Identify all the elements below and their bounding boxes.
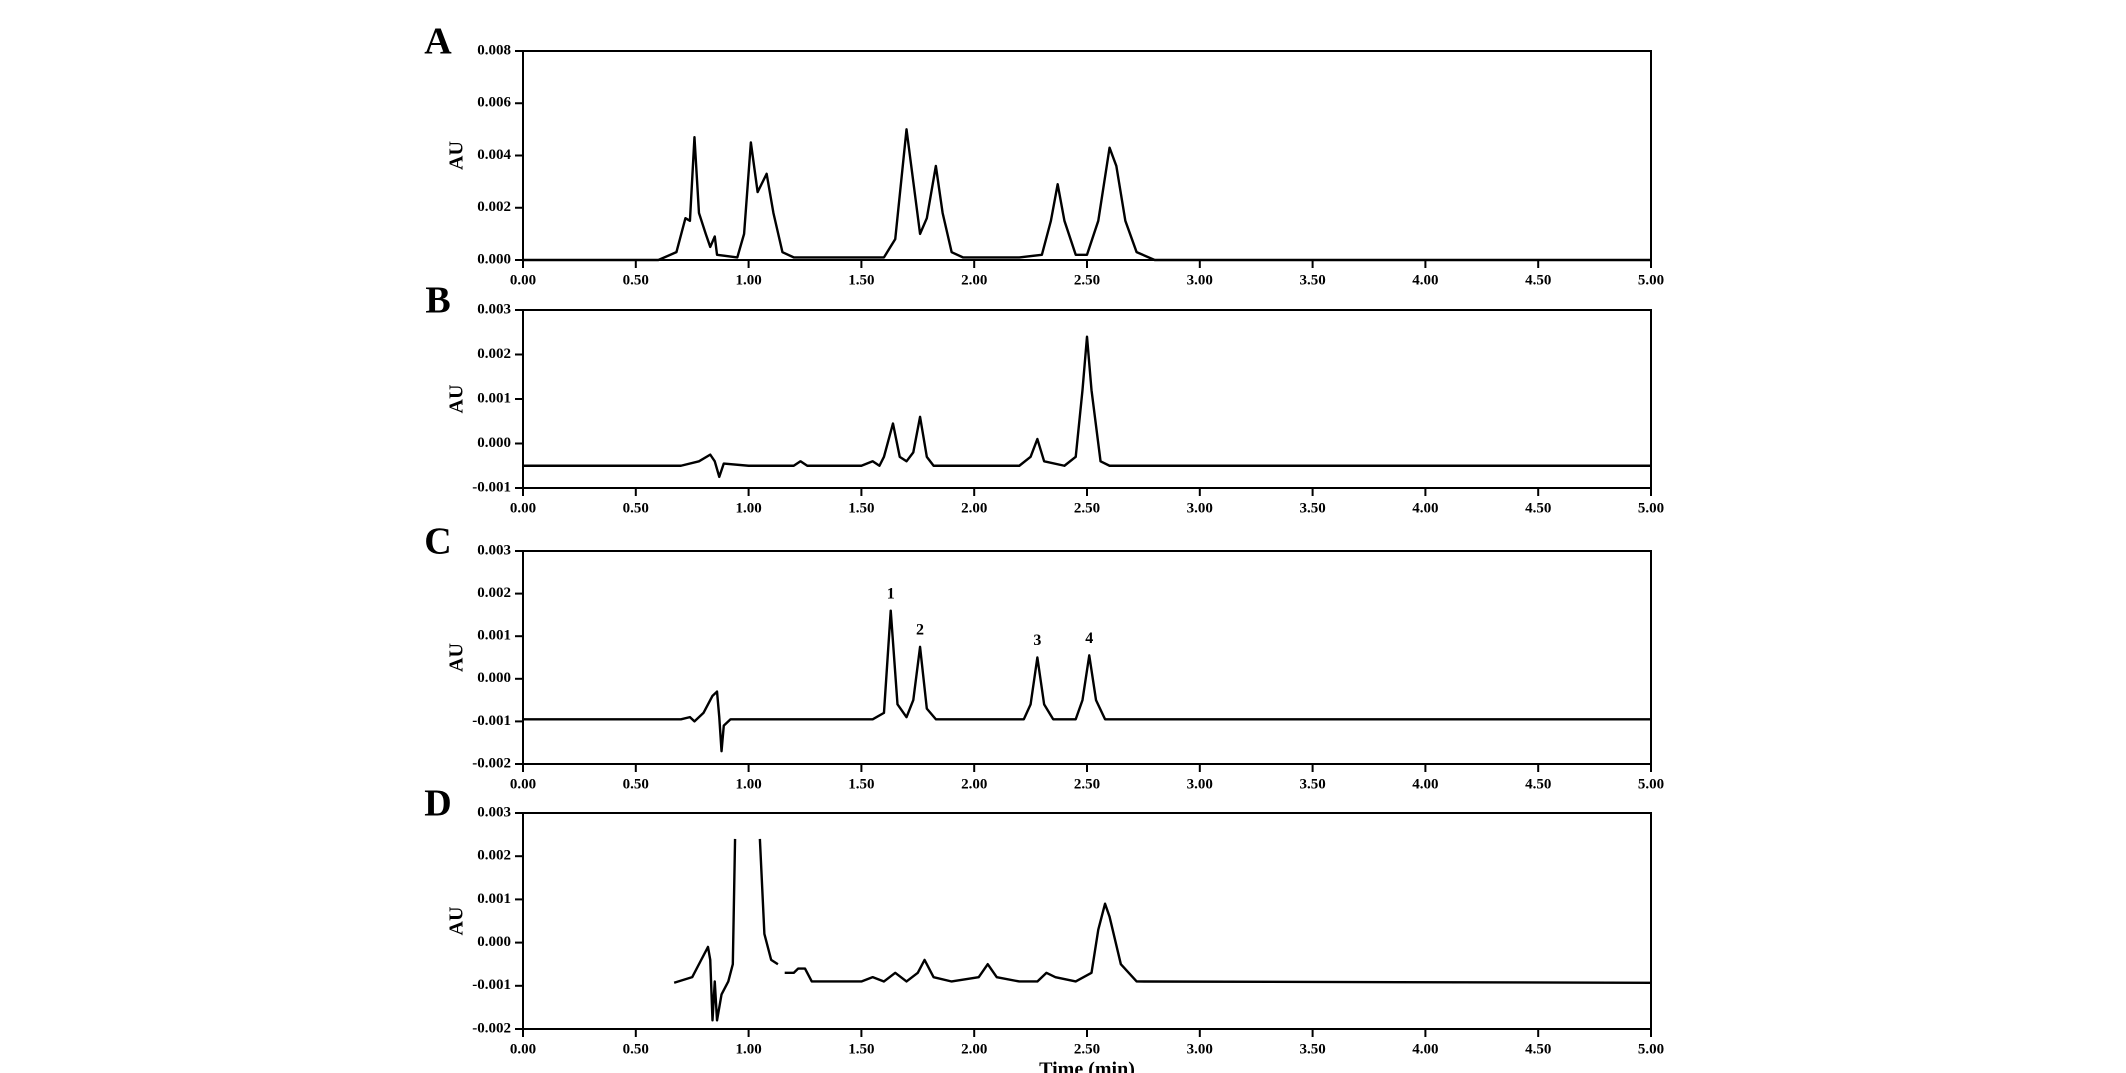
x-tick-label: 0.00 xyxy=(510,500,536,516)
x-tick-label: 0.50 xyxy=(623,500,649,516)
x-tick-label: 2.00 xyxy=(961,776,987,792)
x-tick-label: 2.00 xyxy=(961,272,987,288)
y-tick-label: 0.002 xyxy=(477,346,511,362)
x-tick-label: 1.50 xyxy=(848,500,874,516)
panel: 0.00 0.50 1.00 1.50 2.00 2.50 3.00 3.50 4.00 4.50… xyxy=(425,280,1664,517)
x-tick-label: 2.50 xyxy=(1074,272,1100,288)
y-axis-label: AU xyxy=(446,643,468,672)
y-tick-label: 0.001 xyxy=(477,891,511,907)
x-tick-label: 1.50 xyxy=(848,1041,874,1057)
y-tick-label: -0.001 xyxy=(472,977,511,993)
panel: 0.00 0.50 1.00 1.50 2.00 2.50 3.00 3.50 4.00 4.50… xyxy=(424,21,1664,289)
x-tick-label: 0.00 xyxy=(510,776,536,792)
panel-label: D xyxy=(424,783,451,825)
x-tick-label: 5.00 xyxy=(1638,1041,1664,1057)
y-tick-label: 0.000 xyxy=(477,251,511,267)
plot-frame xyxy=(522,812,1652,1030)
x-tick-label: 3.00 xyxy=(1187,500,1213,516)
x-tick-label: 3.00 xyxy=(1187,1041,1213,1057)
trace xyxy=(523,128,1651,262)
x-tick-label: 1.00 xyxy=(735,776,761,792)
y-tick-label: 0.006 xyxy=(477,95,511,111)
x-axis-label: Time (min) xyxy=(1039,1059,1135,1073)
x-tick-label: 0.50 xyxy=(623,272,649,288)
x-tick-label: 4.00 xyxy=(1412,776,1438,792)
plot-frame xyxy=(522,550,1652,765)
y-axis-label: AU xyxy=(446,907,468,936)
panel-label: A xyxy=(424,21,452,63)
peak-label: 2 xyxy=(916,622,924,639)
panel: 0.00 0.50 1.00 1.50 2.00 2.50 3.00 3.50 4.00 4.50… xyxy=(424,521,1664,793)
trace xyxy=(523,609,1651,753)
y-tick-label: 0.003 xyxy=(477,804,511,820)
y-tick-label: 0.001 xyxy=(477,628,511,644)
trace xyxy=(523,335,1651,479)
peak-label: 1 xyxy=(887,585,895,602)
trace xyxy=(673,838,1652,1022)
x-tick-label: 3.00 xyxy=(1187,776,1213,792)
y-tick-label: 0.000 xyxy=(477,435,511,451)
y-tick-label: 0.002 xyxy=(477,199,511,215)
y-tick-label: 0.003 xyxy=(477,542,511,558)
x-tick-label: 5.00 xyxy=(1638,500,1664,516)
x-tick-label: 3.50 xyxy=(1299,1041,1325,1057)
y-tick-label: 0.002 xyxy=(477,585,511,601)
x-tick-label: 3.50 xyxy=(1299,500,1325,516)
x-tick-label: 3.50 xyxy=(1299,272,1325,288)
x-tick-label: 3.00 xyxy=(1187,272,1213,288)
y-tick-label: 0.000 xyxy=(477,670,511,686)
panel-label: C xyxy=(424,521,451,563)
x-tick-label: 2.00 xyxy=(961,500,987,516)
x-tick-label: 4.50 xyxy=(1525,1041,1551,1057)
peak-label: 4 xyxy=(1085,630,1093,647)
y-tick-label: -0.002 xyxy=(472,755,511,771)
x-tick-label: 0.00 xyxy=(510,1041,536,1057)
x-tick-label: 4.00 xyxy=(1412,500,1438,516)
x-tick-label: 4.00 xyxy=(1412,272,1438,288)
y-tick-label: 0.003 xyxy=(477,301,511,317)
y-tick-label: -0.001 xyxy=(472,713,511,729)
x-tick-label: 5.00 xyxy=(1638,272,1664,288)
plot-frame xyxy=(522,50,1652,261)
x-tick-label: 1.50 xyxy=(848,272,874,288)
panel: 0.00 0.50 1.00 1.50 2.00 2.50 3.00 3.50 4.00 4.50… xyxy=(424,783,1664,1073)
y-tick-label: 0.008 xyxy=(477,42,511,58)
y-tick-label: -0.002 xyxy=(472,1020,511,1036)
x-tick-label: 0.00 xyxy=(510,272,536,288)
y-tick-label: 0.000 xyxy=(477,934,511,950)
x-tick-label: 0.50 xyxy=(623,776,649,792)
panel-label: B xyxy=(425,280,450,322)
y-axis-label: AU xyxy=(446,385,468,414)
x-tick-label: 3.50 xyxy=(1299,776,1325,792)
x-tick-label: 4.50 xyxy=(1525,776,1551,792)
y-tick-label: 0.002 xyxy=(477,848,511,864)
y-tick-label: -0.001 xyxy=(472,479,511,495)
x-tick-label: 4.50 xyxy=(1525,500,1551,516)
x-tick-label: 1.50 xyxy=(848,776,874,792)
x-tick-label: 0.50 xyxy=(623,1041,649,1057)
x-tick-label: 4.50 xyxy=(1525,272,1551,288)
x-tick-label: 1.00 xyxy=(735,500,761,516)
x-tick-label: 2.00 xyxy=(961,1041,987,1057)
x-tick-label: 1.00 xyxy=(735,1041,761,1057)
x-tick-label: 1.00 xyxy=(735,272,761,288)
x-tick-label: 2.50 xyxy=(1074,1041,1100,1057)
x-tick-label: 5.00 xyxy=(1638,776,1664,792)
x-tick-label: 2.50 xyxy=(1074,776,1100,792)
y-axis-label: AU xyxy=(446,141,468,170)
x-tick-label: 4.00 xyxy=(1412,1041,1438,1057)
y-tick-label: 0.001 xyxy=(477,390,511,406)
x-tick-label: 2.50 xyxy=(1074,500,1100,516)
y-tick-label: 0.004 xyxy=(477,147,511,163)
peak-label: 3 xyxy=(1033,632,1041,649)
